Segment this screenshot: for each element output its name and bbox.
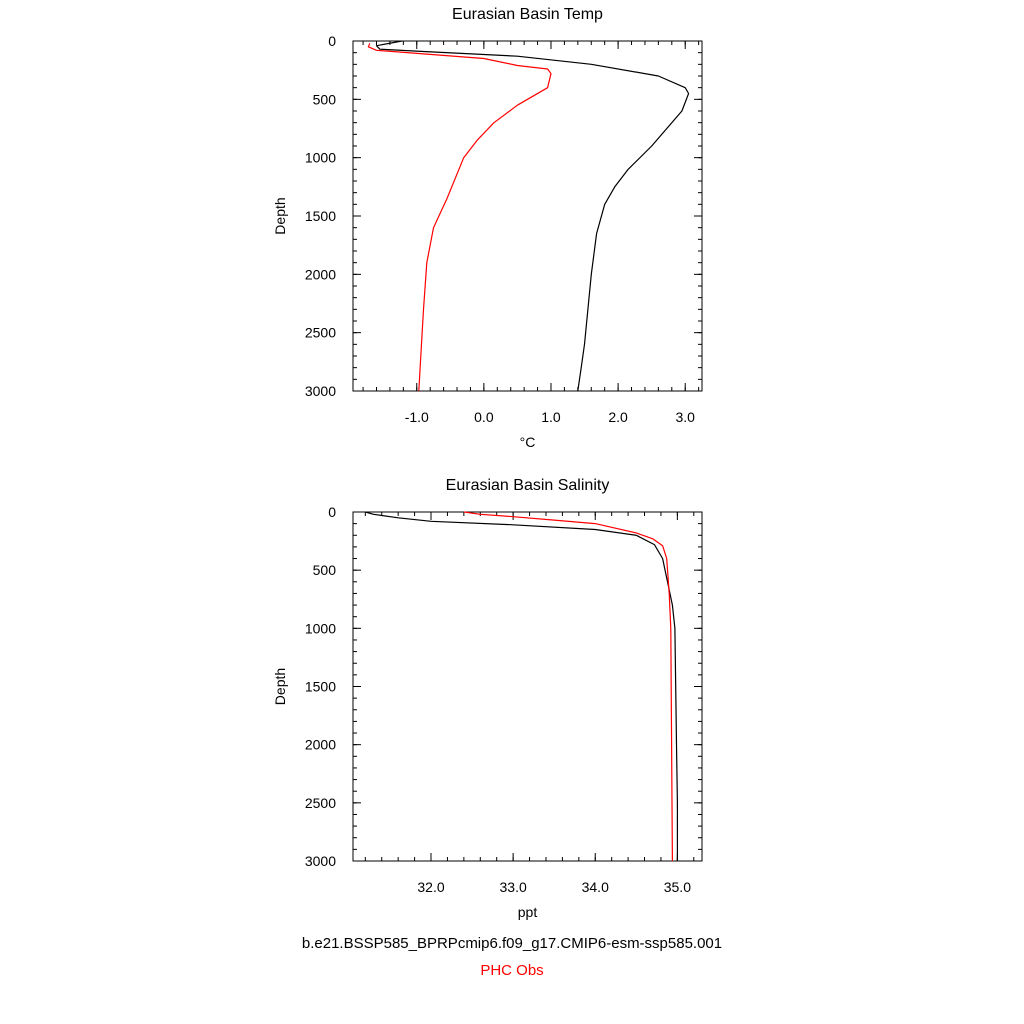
- plot-frame: [352, 40, 703, 392]
- y-tick-label: 2000: [305, 266, 336, 282]
- model-profile-line: [375, 40, 690, 392]
- y-tick-label: 1000: [305, 150, 336, 166]
- x-tick-label: 34.0: [582, 879, 609, 895]
- y-tick-label: 0: [328, 504, 336, 520]
- x-tick-label: 33.0: [500, 879, 527, 895]
- x-tick-label: -1.0: [405, 409, 429, 425]
- y-tick-label: 1500: [305, 679, 336, 695]
- x-axis-label: °C: [520, 434, 536, 450]
- obs-profile-line: [367, 43, 552, 392]
- y-tick-label: 2500: [305, 795, 336, 811]
- y-tick-label: 500: [313, 91, 337, 107]
- obs-legend-label: PHC Obs: [480, 962, 544, 979]
- obs-profile-line: [463, 511, 674, 862]
- x-tick-label: 3.0: [675, 409, 695, 425]
- model-legend-label: b.e21.BSSP585_BPRPcmip6.f09_g17.CMIP6-es…: [301, 935, 723, 952]
- chart-title: Eurasian Basin Salinity: [446, 477, 610, 494]
- y-tick-label: 1500: [305, 208, 336, 224]
- x-tick-label: 35.0: [664, 879, 691, 895]
- y-axis-label: Depth: [272, 197, 288, 234]
- x-tick-label: 2.0: [608, 409, 628, 425]
- y-tick-label: 3000: [305, 853, 336, 869]
- y-tick-label: 2500: [305, 325, 336, 341]
- y-tick-label: 0: [328, 33, 336, 49]
- y-tick-label: 500: [313, 562, 337, 578]
- x-axis-label: ppt: [518, 904, 538, 920]
- y-axis-label: Depth: [272, 668, 288, 705]
- x-tick-label: 0.0: [474, 409, 494, 425]
- chart-title: Eurasian Basin Temp: [452, 6, 603, 23]
- model-profile-line: [365, 511, 679, 861]
- y-tick-label: 3000: [305, 383, 336, 399]
- x-tick-label: 1.0: [541, 409, 561, 425]
- y-tick-label: 1000: [305, 620, 336, 636]
- y-tick-label: 2000: [305, 737, 336, 753]
- x-tick-label: 32.0: [417, 879, 444, 895]
- plot-frame: [352, 511, 703, 862]
